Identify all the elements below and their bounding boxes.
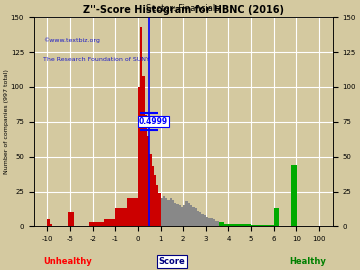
Bar [89, 222, 93, 226]
Bar [199, 212, 201, 226]
Bar [203, 215, 206, 226]
Text: Unhealthy: Unhealthy [43, 257, 92, 266]
Bar [217, 221, 219, 226]
Bar [215, 221, 217, 226]
Bar [226, 224, 229, 226]
Bar [161, 198, 163, 226]
Bar [174, 203, 176, 226]
Bar [190, 205, 192, 226]
Bar [188, 203, 190, 226]
Bar [70, 212, 74, 226]
Bar [172, 200, 174, 226]
Y-axis label: Number of companies (997 total): Number of companies (997 total) [4, 69, 9, 174]
Text: The Research Foundation of SUNY: The Research Foundation of SUNY [43, 57, 150, 62]
Bar [115, 208, 127, 226]
Bar [179, 205, 181, 226]
Bar [219, 222, 222, 226]
Bar [156, 184, 158, 226]
Bar [176, 204, 179, 226]
Bar [274, 208, 279, 226]
Bar [181, 207, 183, 226]
Bar [48, 219, 50, 226]
Bar [206, 217, 208, 226]
Bar [68, 212, 70, 226]
Bar [192, 207, 194, 226]
Bar [194, 208, 197, 226]
Bar [222, 222, 224, 226]
Bar [210, 218, 213, 226]
Bar [201, 214, 203, 226]
Text: Sector: Financials: Sector: Financials [147, 4, 220, 13]
Bar [208, 218, 210, 226]
Text: 0.4999: 0.4999 [139, 117, 168, 126]
Bar [158, 193, 161, 226]
Bar [229, 224, 240, 226]
Bar [147, 136, 149, 226]
Bar [183, 205, 185, 226]
Text: Score: Score [158, 257, 185, 266]
Bar [140, 27, 143, 226]
Bar [152, 166, 154, 226]
Bar [224, 224, 226, 226]
Bar [185, 201, 188, 226]
Bar [170, 198, 172, 226]
Bar [291, 165, 296, 226]
Bar [138, 87, 140, 226]
Bar [104, 219, 115, 226]
Bar [262, 225, 274, 226]
Bar [93, 222, 104, 226]
Bar [163, 196, 165, 226]
Bar [154, 175, 156, 226]
Bar [143, 76, 145, 226]
Bar [213, 219, 215, 226]
Bar [165, 198, 167, 226]
Bar [127, 198, 138, 226]
Bar [149, 154, 152, 226]
Text: ©www.textbiz.org: ©www.textbiz.org [43, 38, 100, 43]
Bar [167, 200, 170, 226]
Bar [145, 115, 147, 226]
Title: Z''-Score Histogram for HBNC (2016): Z''-Score Histogram for HBNC (2016) [83, 5, 284, 15]
Bar [197, 211, 199, 226]
Bar [240, 224, 251, 226]
Text: Healthy: Healthy [289, 257, 326, 266]
Bar [251, 225, 262, 226]
Bar [50, 224, 52, 226]
